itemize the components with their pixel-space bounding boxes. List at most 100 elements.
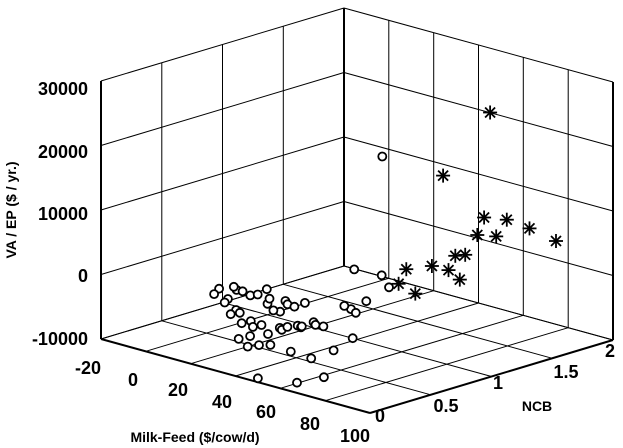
x-axis-ticks: -20 0 20 40 60 80 100 (75, 358, 370, 446)
data-point-circle (285, 346, 296, 357)
asterisk-stroke (437, 169, 449, 182)
data-point-asterisk (549, 234, 563, 248)
data-point-asterisk (483, 105, 498, 120)
data-point-circle (296, 321, 307, 332)
y-tick-label: 0.5 (433, 396, 458, 416)
data-point-circle (282, 321, 293, 332)
data-point-circle (236, 318, 247, 329)
data-point-circle (254, 340, 264, 351)
data-point-circle (264, 293, 275, 304)
asterisk-stroke (459, 249, 471, 261)
data-point-circle (242, 341, 253, 352)
asterisk-stroke (490, 230, 502, 243)
asterisk-stroke (484, 106, 496, 119)
asterisk-stroke (400, 263, 412, 275)
data-point-asterisk (477, 210, 492, 225)
wall-grid-line (100, 7, 345, 82)
z-tick-label: 20000 (38, 142, 88, 162)
data-point-asterisk (448, 248, 463, 263)
wall-grid-line (343, 136, 614, 212)
data-point-asterisk (436, 168, 451, 183)
data-point-asterisk (424, 259, 439, 273)
data-point-asterisk (499, 212, 514, 227)
y-axis-ticks: 0 0.5 1 1.5 2 (375, 341, 615, 426)
asterisk-stroke (454, 273, 466, 286)
asterisk-stroke (392, 278, 405, 290)
data-point-circle (261, 284, 272, 295)
wall-grid-line (100, 72, 345, 146)
data-point-circle (350, 307, 361, 318)
x-tick-label: 40 (212, 392, 232, 412)
data-point-circle (299, 297, 310, 308)
wall-grid-line (100, 201, 345, 275)
data-point-circle (252, 289, 263, 300)
data-point-circle (268, 305, 279, 316)
data-point-asterisk (441, 263, 456, 278)
data-point-circle (256, 320, 267, 330)
asterisk-stroke (478, 211, 490, 224)
y-axis-label: NCB (522, 398, 552, 414)
asterisk-stroke (449, 250, 461, 262)
data-point-circle (328, 345, 339, 356)
data-point-asterisk (452, 272, 467, 287)
floor-grid-line (283, 283, 553, 359)
data-point-asterisk (489, 229, 504, 244)
data-point-asterisk (458, 247, 473, 262)
data-point-circle (263, 329, 273, 339)
floor-grid-line (161, 320, 431, 396)
data-point-circle (265, 339, 276, 350)
data-point-circle (318, 372, 329, 383)
y-tick-label: 0 (375, 406, 385, 426)
data-point-asterisk (470, 228, 485, 242)
data-point-circle (318, 321, 329, 332)
data-point-circle (306, 353, 317, 364)
x-tick-label: 80 (300, 414, 320, 434)
y-axis-line (369, 339, 614, 414)
data-point-circle (237, 286, 248, 297)
z-axis-label: VA / EP ($ / yr.) (3, 161, 19, 258)
wall-grid-line (343, 265, 614, 341)
z-tick-label: 30000 (38, 79, 88, 99)
data-point-circle (252, 373, 263, 384)
z-tick-label: 0 (78, 266, 88, 286)
data-point-circle (292, 377, 302, 388)
wall-grid-line (100, 136, 345, 211)
data-point-asterisk (408, 286, 423, 301)
data-point-circle (245, 331, 256, 342)
wall-grid-line (343, 72, 614, 147)
data-point-circle (233, 333, 244, 344)
data-point-circle (339, 300, 350, 311)
asterisk-stroke (523, 222, 536, 235)
data-point-circle (289, 301, 300, 312)
data-point-circle (247, 321, 258, 332)
asterisk-stroke (501, 214, 513, 226)
asterisk-stroke (550, 235, 562, 247)
wall-grid-line (343, 201, 614, 276)
data-point-asterisk (399, 262, 414, 277)
asterisk-stroke (426, 260, 438, 272)
x-axis-line (100, 338, 371, 414)
data-point-circle (234, 307, 245, 318)
x-tick-label: 100 (340, 426, 370, 446)
data-point-circle (361, 296, 372, 307)
x-tick-label: -20 (75, 358, 101, 378)
data-point-circle (377, 151, 388, 162)
data-point-circle (349, 264, 360, 275)
data-point-circle (347, 333, 358, 344)
data-point-circle (310, 319, 321, 330)
x-axis-label: Milk-Feed ($/cow/d) (130, 429, 259, 445)
x-tick-label: 0 (128, 370, 138, 390)
x-tick-label: 20 (168, 380, 188, 400)
data-point-circle (219, 297, 230, 308)
z-tick-label: -10000 (32, 329, 88, 349)
y-tick-label: 1 (493, 373, 503, 393)
grid-layer (100, 7, 614, 414)
data-point-circle (209, 289, 220, 300)
data-point-circle (384, 282, 394, 293)
data-point-asterisk (391, 276, 406, 291)
z-axis-ticks: 30000 20000 10000 0 -10000 (32, 79, 88, 349)
asterisk-stroke (409, 287, 421, 300)
asterisk-stroke (471, 229, 483, 241)
y-tick-label: 1.5 (553, 362, 578, 382)
